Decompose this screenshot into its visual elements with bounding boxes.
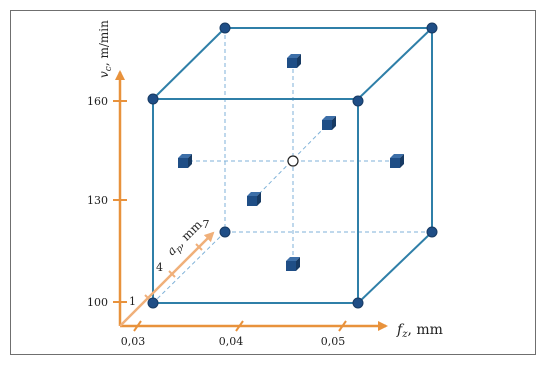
face-center-cube xyxy=(322,116,336,130)
corner-point xyxy=(426,226,438,238)
x-tick-label: 0,05 xyxy=(321,335,346,348)
y-tick-label: 160 xyxy=(87,95,108,108)
depth-tick-label: 1 xyxy=(129,295,136,308)
depth-axis-line xyxy=(119,231,215,327)
hidden-edge-depth xyxy=(152,231,226,304)
corner-point xyxy=(219,226,231,238)
corner-points xyxy=(147,22,438,309)
y-tick-label: 100 xyxy=(87,296,108,309)
corner-point xyxy=(147,93,159,105)
face-center-points xyxy=(178,54,404,271)
corner-point xyxy=(426,22,438,34)
x-tick-mark xyxy=(235,320,244,332)
cube-top-right-depth-edge xyxy=(357,27,433,100)
x-ticks xyxy=(133,320,347,332)
y-ticks xyxy=(113,100,127,303)
x-tick-mark xyxy=(338,320,347,332)
y-axis-title: vc, m/min xyxy=(97,20,114,78)
corner-point xyxy=(352,95,364,107)
cube-edges xyxy=(152,27,433,304)
cube-front-face xyxy=(152,98,359,304)
depth-axis-title: ap, mm xyxy=(164,217,207,260)
depth-tick-label: 4 xyxy=(156,261,163,274)
x-tick-mark xyxy=(133,320,142,332)
cube-bottom-right-depth-edge xyxy=(357,231,433,304)
corner-point xyxy=(219,22,231,34)
face-center-cube xyxy=(287,54,301,68)
depth-tick-label: 7 xyxy=(203,218,210,231)
depth-tick-mark xyxy=(195,243,203,251)
y-tick-label: 130 xyxy=(87,194,108,207)
x-tick-label: 0,03 xyxy=(121,335,146,348)
x-axis-title: fz, mm xyxy=(396,322,443,340)
corner-point xyxy=(147,297,159,309)
cube-top-left-depth-edge xyxy=(152,27,226,100)
center-point xyxy=(287,155,299,167)
face-center-cube xyxy=(178,154,192,168)
face-center-cube xyxy=(390,154,404,168)
corner-point xyxy=(352,297,364,309)
face-center-cube xyxy=(247,192,261,206)
x-tick-label: 0,04 xyxy=(219,335,244,348)
depth-tick-mark xyxy=(168,270,176,278)
face-center-cube xyxy=(286,257,300,271)
figure-frame xyxy=(10,10,536,355)
